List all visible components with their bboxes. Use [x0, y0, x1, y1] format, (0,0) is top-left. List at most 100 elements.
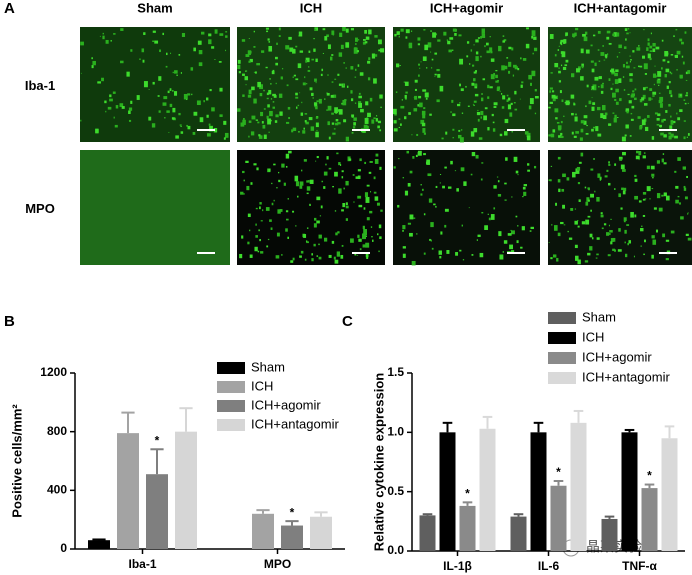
cell: [175, 135, 179, 139]
cell: [345, 67, 347, 69]
cell: [208, 123, 211, 126]
cell: [405, 36, 408, 39]
cell: [484, 45, 486, 48]
cell: [565, 59, 569, 63]
cell: [622, 76, 625, 78]
cell: [649, 57, 652, 61]
cell: [371, 53, 376, 59]
cell: [268, 168, 271, 172]
cell: [644, 73, 648, 75]
cell: [430, 30, 432, 32]
cell: [324, 98, 326, 100]
cell: [299, 181, 304, 186]
cell: [657, 113, 661, 117]
cell: [610, 87, 613, 91]
cell: [273, 163, 276, 166]
cell: [554, 54, 557, 57]
cell: [171, 117, 175, 120]
cell: [193, 47, 196, 52]
cell: [571, 73, 575, 78]
micrograph: [80, 150, 230, 265]
cell: [560, 135, 564, 139]
cell: [468, 207, 470, 209]
cell: [481, 93, 483, 95]
cell: [612, 112, 615, 114]
cell: [115, 105, 119, 109]
cell: [601, 227, 604, 230]
cell: [345, 180, 349, 186]
cell: [306, 186, 311, 191]
cell: [460, 88, 464, 92]
cell: [580, 48, 584, 54]
cell: [422, 56, 427, 62]
cell: [580, 76, 584, 81]
cell: [311, 253, 314, 256]
cell: [287, 236, 290, 239]
cell: [333, 128, 336, 130]
cell: [402, 177, 405, 179]
cell: [435, 33, 438, 36]
legend-label: ICH+antagomir: [582, 369, 670, 384]
cell: [560, 120, 563, 124]
cell: [657, 71, 662, 77]
x-tick-label: MPO: [264, 557, 291, 571]
cell: [554, 225, 558, 231]
cell: [629, 55, 631, 57]
cell: [377, 233, 379, 236]
cell: [380, 209, 383, 212]
cell: [297, 195, 299, 198]
cell: [604, 175, 608, 178]
cell: [258, 229, 260, 232]
cell: [320, 205, 323, 209]
cell: [253, 71, 256, 73]
cell: [483, 115, 487, 121]
cell: [257, 81, 261, 88]
cell: [643, 152, 646, 154]
cell: [591, 68, 595, 73]
cell: [576, 166, 581, 171]
cell: [660, 126, 662, 128]
cell: [616, 117, 619, 118]
cell: [643, 253, 645, 256]
cell: [555, 202, 558, 206]
cell: [266, 97, 269, 100]
cell: [556, 257, 559, 262]
cell: [444, 208, 449, 212]
legend-label: ICH+antagomir: [251, 416, 339, 431]
cell: [473, 104, 476, 107]
cell: [565, 100, 570, 106]
cell: [414, 88, 417, 91]
cell: [260, 251, 264, 254]
cell: [311, 58, 314, 61]
cell: [307, 69, 311, 72]
cell: [675, 185, 679, 189]
cell: [679, 202, 681, 205]
cell: [550, 257, 553, 260]
cell: [407, 183, 411, 187]
cell: [439, 182, 441, 184]
cell: [633, 67, 636, 69]
cell: [552, 97, 556, 102]
cell: [631, 212, 634, 215]
cell: [642, 94, 646, 99]
cell: [687, 213, 689, 215]
cell: [225, 31, 228, 33]
cell: [241, 39, 246, 42]
cell: [639, 98, 643, 103]
cell: [507, 233, 512, 236]
cell: [499, 254, 504, 260]
cell: [623, 217, 627, 221]
cell: [355, 43, 357, 46]
cell: [342, 202, 346, 208]
cell: [504, 131, 508, 136]
cell: [615, 69, 619, 73]
cell: [268, 45, 273, 52]
cell: [517, 225, 519, 227]
cell: [629, 73, 633, 77]
cell: [97, 81, 101, 84]
cell: [484, 225, 488, 230]
cell: [297, 104, 300, 107]
cell: [686, 136, 688, 138]
cell: [405, 29, 410, 34]
cell: [632, 90, 635, 93]
